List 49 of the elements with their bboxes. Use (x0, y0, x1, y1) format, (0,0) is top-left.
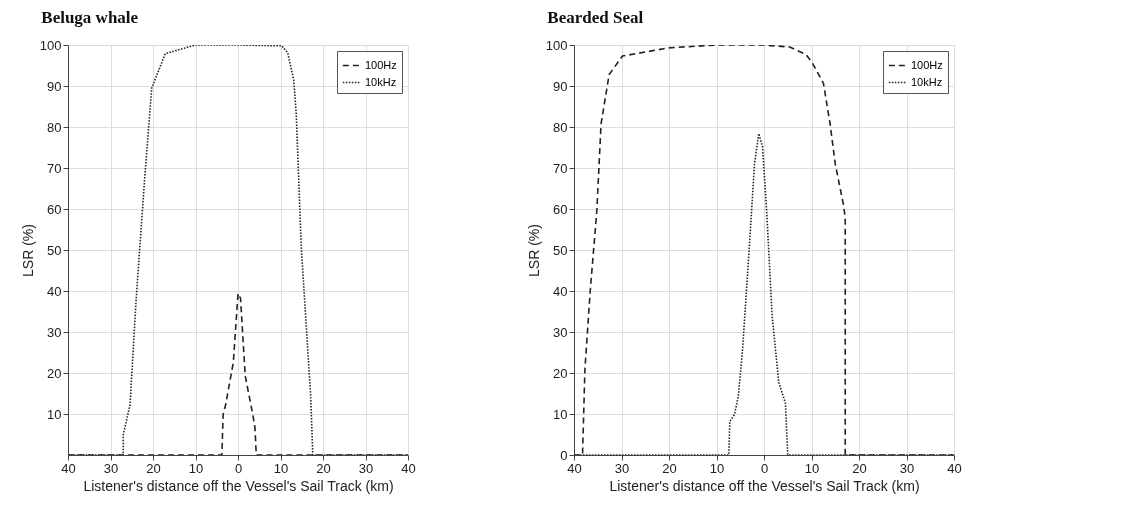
y-tick-label: 70 (47, 160, 62, 176)
x-tick-label: 0 (760, 460, 769, 476)
y-tick-label: 0 (560, 447, 568, 463)
x-axis-title: Listener's distance off the Vessel's Sail Track (km) (609, 477, 920, 494)
y-tick-label: 10 (553, 406, 568, 422)
y-tick-label: 50 (553, 242, 568, 258)
chart-title: Beluga whale (41, 8, 139, 27)
x-tick-label: 10 (273, 460, 289, 476)
x-tick-label: 20 (852, 460, 867, 476)
x-tick-label: 40 (61, 460, 76, 476)
y-axis-title: LSR (%) (525, 224, 542, 277)
chart-title: Bearded Seal (547, 8, 644, 27)
legend-label: 100Hz (911, 58, 943, 71)
y-tick-label: 10 (47, 406, 62, 422)
y-tick-label: 40 (47, 283, 62, 299)
x-tick-label: 30 (103, 460, 119, 476)
y-tick-label: 20 (47, 365, 62, 381)
y-tick-label: 100 (39, 37, 62, 53)
y-tick-label: 90 (553, 78, 568, 94)
y-tick-label: 100 (545, 37, 568, 53)
x-tick-label: 20 (316, 460, 331, 476)
y-tick-label: 80 (553, 119, 568, 135)
legend-label: 100Hz (365, 58, 397, 71)
x-tick-label: 10 (709, 460, 725, 476)
x-tick-label: 10 (804, 460, 820, 476)
x-tick-label: 30 (614, 460, 630, 476)
x-axis-title: Listener's distance off the Vessel's Sail Track (km) (83, 477, 394, 494)
y-tick-label: 30 (553, 324, 568, 340)
y-tick-label: 90 (47, 78, 62, 94)
x-tick-label: 30 (899, 460, 915, 476)
x-tick-label: 40 (567, 460, 582, 476)
x-tick-label: 10 (188, 460, 204, 476)
x-tick-label: 20 (146, 460, 161, 476)
y-tick-label: 70 (553, 160, 568, 176)
y-tick-label: 30 (47, 324, 62, 340)
x-tick-label: 40 (401, 460, 416, 476)
legend-label: 10kHz (365, 75, 397, 88)
y-tick-label: 40 (553, 283, 568, 299)
y-tick-label: 80 (47, 119, 62, 135)
y-tick-label: 20 (553, 365, 568, 381)
legend-label: 10kHz (911, 75, 943, 88)
x-tick-label: 0 (234, 460, 243, 476)
y-tick-label: 50 (47, 242, 62, 258)
x-tick-label: 30 (358, 460, 374, 476)
x-tick-label: 40 (947, 460, 962, 476)
y-axis-title: LSR (%) (19, 224, 36, 277)
x-tick-label: 20 (662, 460, 677, 476)
y-tick-label: 60 (553, 201, 568, 217)
y-tick-label: 60 (47, 201, 62, 217)
